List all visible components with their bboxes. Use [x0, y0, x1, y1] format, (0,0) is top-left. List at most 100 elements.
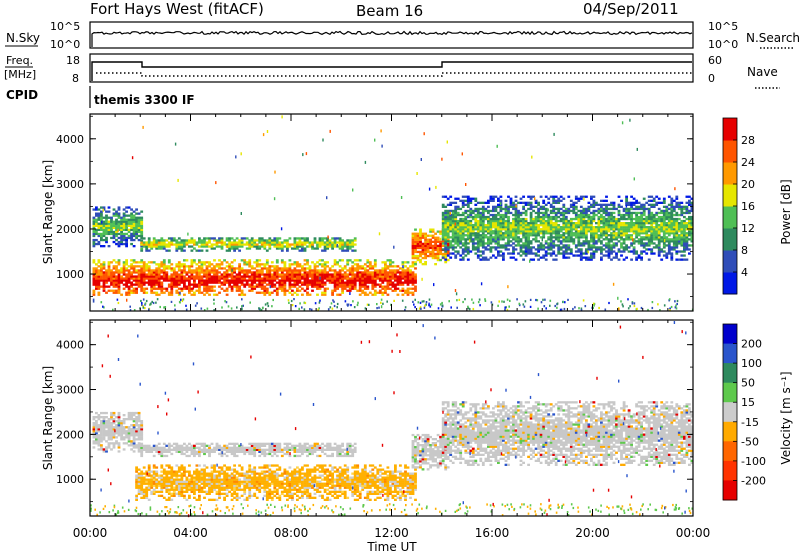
echo-cell	[414, 261, 417, 264]
echo-cell	[512, 230, 515, 233]
ground-scatter-cell	[505, 306, 507, 309]
echo-cell	[125, 218, 128, 221]
echo-cell	[112, 214, 116, 217]
echo-cell	[652, 205, 656, 208]
ground-scatter-cell	[592, 306, 594, 310]
echo-cell	[280, 277, 284, 280]
echo-cell	[504, 219, 508, 223]
echo-cell	[680, 219, 684, 223]
echo-cell	[605, 242, 608, 245]
echo-cell	[293, 291, 297, 294]
echo-cell	[484, 226, 488, 229]
echo-cell	[331, 245, 334, 248]
echo-cell	[476, 250, 480, 253]
echo-cell	[371, 275, 375, 278]
echo-cell	[650, 205, 654, 208]
echo-cell	[132, 265, 136, 268]
echo-cell	[479, 230, 483, 233]
echo-cell	[401, 269, 405, 272]
echo-cell	[205, 245, 209, 248]
echo-cell	[514, 258, 518, 261]
echo-cell	[635, 234, 638, 237]
echo-cell	[640, 224, 643, 227]
echo-cell	[122, 234, 126, 238]
ground-scatter-cell	[241, 298, 243, 301]
ground-scatter-cell	[629, 305, 631, 308]
echo-cell	[461, 250, 465, 253]
echo-cell	[333, 261, 337, 264]
echo-cell	[524, 203, 528, 206]
echo-cell	[454, 246, 458, 249]
echo-cell	[152, 261, 156, 264]
echo-cell	[157, 241, 161, 244]
echo-cell	[399, 283, 402, 286]
echo-cell	[105, 291, 108, 294]
echo-cell	[414, 281, 417, 284]
echo-cell	[489, 224, 493, 227]
echo-cell	[577, 222, 581, 225]
echo-cell	[409, 287, 412, 290]
echo-cell	[152, 287, 156, 290]
echo-cell	[308, 281, 312, 284]
echo-cell	[223, 289, 226, 292]
echo-cell	[125, 273, 128, 276]
echo-cell	[519, 246, 523, 249]
echo-cell	[195, 275, 199, 278]
echo-cell	[582, 256, 586, 259]
echo-cell	[582, 226, 586, 229]
echo-cell	[489, 230, 493, 233]
ground-scatter-cell	[428, 298, 431, 301]
echo-cell	[497, 224, 500, 227]
echo-cell	[436, 230, 440, 233]
echo-cell	[514, 215, 518, 219]
echo-cell	[685, 209, 689, 213]
echo-cell	[95, 208, 98, 211]
echo-cell	[331, 269, 334, 272]
echo-cell	[378, 277, 382, 280]
echo-cell	[451, 219, 455, 223]
echo-cell	[690, 234, 694, 237]
echo-cell	[152, 273, 156, 276]
echo-cell	[92, 240, 96, 244]
echo-cell	[414, 273, 417, 276]
ground-scatter-cell	[309, 308, 311, 311]
echo-cell	[97, 259, 101, 262]
echo-cell	[258, 245, 262, 248]
echo-cell	[509, 205, 513, 208]
echo-cell	[95, 228, 98, 231]
echo-cell	[213, 273, 216, 276]
echo-cell	[484, 215, 488, 219]
echo-cell	[132, 287, 136, 290]
echo-cell	[157, 293, 161, 296]
echo-cell	[263, 281, 267, 284]
echo-cell	[577, 236, 581, 239]
echo-cell	[363, 291, 367, 294]
ground-scatter-cell	[163, 306, 165, 309]
echo-cell	[569, 226, 573, 229]
echo-cell	[140, 230, 144, 234]
echo-cell	[331, 293, 334, 296]
echo-cell	[582, 209, 586, 213]
echo-cell	[446, 248, 450, 251]
echo-cell	[411, 234, 415, 237]
echo-cell	[363, 267, 367, 270]
echo-cell	[479, 236, 483, 239]
echo-cell	[637, 254, 641, 257]
echo-cell	[240, 277, 244, 280]
echo-cell	[502, 226, 505, 229]
echo-cell	[622, 213, 626, 217]
echo-cell	[688, 215, 691, 219]
echo-cell	[351, 283, 355, 286]
echo-cell	[610, 213, 613, 217]
noise-cell	[126, 298, 128, 302]
echo-cell	[590, 211, 593, 215]
echo-cell	[672, 228, 676, 231]
noise-cell	[428, 187, 431, 191]
echo-cell	[366, 279, 370, 282]
echo-cell	[446, 242, 450, 245]
echo-cell	[602, 226, 606, 229]
echo-cell	[464, 209, 468, 213]
echo-cell	[675, 234, 679, 237]
echo-cell	[680, 224, 684, 227]
